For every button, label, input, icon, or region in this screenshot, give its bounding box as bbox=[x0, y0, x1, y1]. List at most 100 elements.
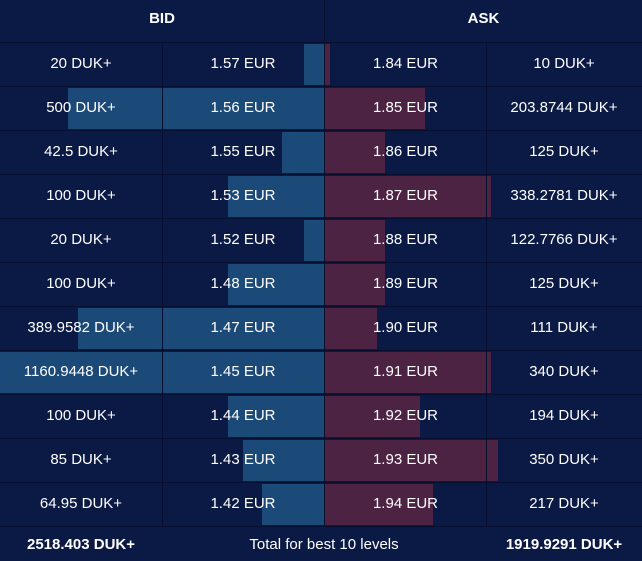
bid-price: 1.55 EUR bbox=[210, 143, 276, 160]
ask-price: 1.93 EUR bbox=[372, 451, 439, 468]
ask-price: 1.90 EUR bbox=[372, 319, 439, 336]
ask-price: 1.88 EUR bbox=[372, 231, 439, 248]
bid-depth-bar bbox=[243, 440, 324, 481]
bid-depth-bar bbox=[228, 176, 324, 217]
bid-size: 100 DUK+ bbox=[46, 275, 116, 292]
ask-size: 125 DUK+ bbox=[529, 275, 599, 292]
ask-price: 1.89 EUR bbox=[372, 275, 439, 292]
ask-size: 111 DUK+ bbox=[530, 319, 598, 336]
row-divider bbox=[0, 350, 642, 351]
header-divider bbox=[324, 0, 325, 42]
ask-depth-bar bbox=[325, 484, 433, 525]
ask-size: 194 DUK+ bbox=[529, 407, 599, 424]
ask-depth-bar bbox=[325, 132, 385, 173]
bid-size: 389.9582 DUK+ bbox=[27, 319, 135, 336]
bid-size: 1160.9448 DUK+ bbox=[23, 363, 139, 380]
ask-price: 1.91 EUR bbox=[372, 363, 439, 380]
bid-size: 100 DUK+ bbox=[46, 407, 116, 424]
order-book-row[interactable]: 85 DUK+ 1.43 EUR 1.93 EUR 350 DUK+ bbox=[0, 438, 642, 482]
bid-depth-bar bbox=[304, 220, 324, 261]
bid-size: 500 DUK+ bbox=[46, 99, 116, 116]
bid-depth-bar bbox=[68, 88, 324, 129]
order-book-header: BID ASK bbox=[0, 0, 642, 43]
bid-size: 42.5 DUK+ bbox=[44, 143, 118, 160]
order-book-row[interactable]: 64.95 DUK+ 1.42 EUR 1.94 EUR 217 DUK+ bbox=[0, 482, 642, 526]
ask-depth-bar bbox=[325, 264, 385, 305]
bid-depth-bar bbox=[282, 132, 324, 173]
row-divider bbox=[0, 174, 642, 175]
ask-size: 350 DUK+ bbox=[529, 451, 599, 468]
row-divider bbox=[0, 86, 642, 87]
bid-size: 20 DUK+ bbox=[50, 231, 112, 248]
row-divider bbox=[0, 394, 642, 395]
ask-price: 1.92 EUR bbox=[372, 407, 439, 424]
ask-size: 217 DUK+ bbox=[529, 495, 599, 512]
ask-price: 1.94 EUR bbox=[372, 495, 439, 512]
order-book-row[interactable]: 42.5 DUK+ 1.55 EUR 1.86 EUR 125 DUK+ bbox=[0, 130, 642, 174]
bid-price: 1.43 EUR bbox=[210, 451, 276, 468]
bid-price: 1.42 EUR bbox=[210, 495, 276, 512]
ask-depth-bar bbox=[325, 308, 377, 349]
bid-price: 1.52 EUR bbox=[210, 231, 276, 248]
ask-price: 1.84 EUR bbox=[372, 55, 439, 72]
totals-label: Total for best 10 levels bbox=[249, 536, 399, 553]
ask-size: 203.8744 DUK+ bbox=[510, 99, 618, 116]
ask-price: 1.86 EUR bbox=[372, 143, 439, 160]
order-book-row[interactable]: 20 DUK+ 1.57 EUR 1.84 EUR 10 DUK+ bbox=[0, 42, 642, 86]
ask-size: 338.2781 DUK+ bbox=[510, 187, 618, 204]
ask-price: 1.87 EUR bbox=[372, 187, 439, 204]
row-divider bbox=[0, 306, 642, 307]
ask-depth-bar bbox=[325, 352, 491, 393]
bid-price: 1.57 EUR bbox=[210, 55, 276, 72]
bid-size: 64.95 DUK+ bbox=[39, 495, 123, 512]
ask-size: 10 DUK+ bbox=[533, 55, 595, 72]
ask-size: 122.7766 DUK+ bbox=[510, 231, 618, 248]
order-book-row[interactable]: 500 DUK+ 1.56 EUR 1.85 EUR 203.8744 DUK+ bbox=[0, 86, 642, 130]
bid-price: 1.47 EUR bbox=[210, 319, 276, 336]
ask-depth-bar bbox=[325, 88, 425, 129]
bid-depth-bar bbox=[262, 484, 324, 525]
order-book-row[interactable]: 20 DUK+ 1.52 EUR 1.88 EUR 122.7766 DUK+ bbox=[0, 218, 642, 262]
bid-depth-bar bbox=[78, 308, 324, 349]
row-divider bbox=[0, 262, 642, 263]
bid-depth-bar bbox=[228, 396, 324, 437]
bid-total: 2518.403 DUK+ bbox=[27, 536, 135, 553]
ask-price: 1.85 EUR bbox=[372, 99, 439, 116]
bid-size: 100 DUK+ bbox=[46, 187, 116, 204]
bid-price: 1.56 EUR bbox=[210, 99, 276, 116]
order-book-row[interactable]: 100 DUK+ 1.53 EUR 1.87 EUR 338.2781 DUK+ bbox=[0, 174, 642, 218]
ask-depth-bar bbox=[325, 44, 330, 85]
bid-price: 1.44 EUR bbox=[210, 407, 276, 424]
order-book-footer: 2518.403 DUK+ Total for best 10 levels 1… bbox=[0, 526, 642, 561]
ask-total: 1919.9291 DUK+ bbox=[505, 536, 623, 553]
bid-column-title: BID bbox=[149, 10, 175, 27]
bid-size: 85 DUK+ bbox=[50, 451, 112, 468]
row-divider bbox=[0, 218, 642, 219]
bid-depth-bar bbox=[304, 44, 324, 85]
bid-price: 1.53 EUR bbox=[210, 187, 276, 204]
order-book-row[interactable]: 1160.9448 DUK+ 1.45 EUR 1.91 EUR 340 DUK+ bbox=[0, 350, 642, 394]
order-book-row[interactable]: 389.9582 DUK+ 1.47 EUR 1.90 EUR 111 DUK+ bbox=[0, 306, 642, 350]
bid-price: 1.45 EUR bbox=[210, 363, 276, 380]
order-book-rows: 20 DUK+ 1.57 EUR 1.84 EUR 10 DUK+ 500 DUK+ 1.… bbox=[0, 42, 642, 527]
order-book-row[interactable]: 100 DUK+ 1.44 EUR 1.92 EUR 194 DUK+ bbox=[0, 394, 642, 438]
ask-column-title: ASK bbox=[467, 10, 500, 27]
column-divider bbox=[162, 42, 163, 526]
row-divider bbox=[0, 130, 642, 131]
column-divider bbox=[486, 42, 487, 526]
ask-depth-bar bbox=[325, 440, 498, 481]
order-book-row[interactable]: 100 DUK+ 1.48 EUR 1.89 EUR 125 DUK+ bbox=[0, 262, 642, 306]
bid-depth-bar bbox=[228, 264, 324, 305]
column-divider bbox=[324, 42, 325, 526]
bid-size: 20 DUK+ bbox=[50, 55, 112, 72]
ask-depth-bar bbox=[325, 176, 491, 217]
row-divider bbox=[0, 482, 642, 483]
row-divider bbox=[0, 526, 642, 527]
ask-depth-bar bbox=[325, 220, 385, 261]
row-divider bbox=[0, 438, 642, 439]
ask-size: 340 DUK+ bbox=[529, 363, 599, 380]
bid-price: 1.48 EUR bbox=[210, 275, 276, 292]
ask-size: 125 DUK+ bbox=[529, 143, 599, 160]
ask-depth-bar bbox=[325, 396, 420, 437]
